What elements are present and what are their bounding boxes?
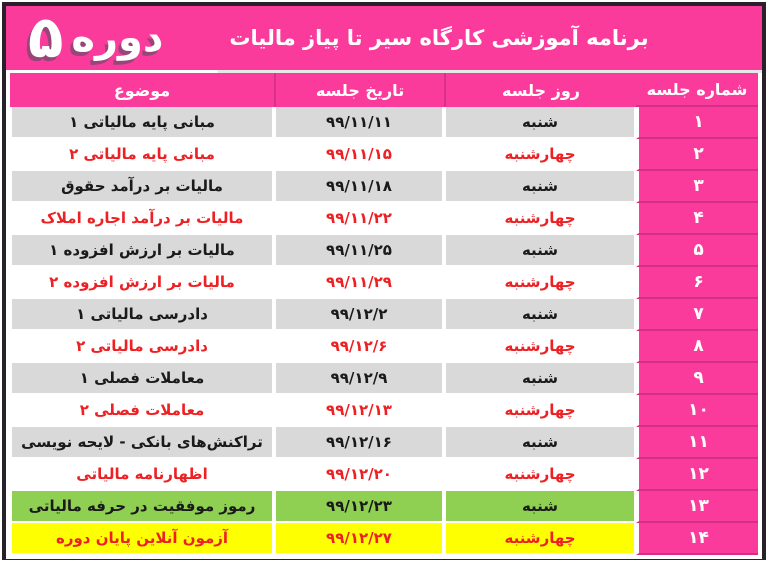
- session-number-cell: ۹: [636, 363, 758, 395]
- session-date-cell: ۹۹/۱۱/۲۵: [274, 235, 444, 267]
- session-date-cell: ۹۹/۱۲/۶: [274, 331, 444, 363]
- session-subject-cell: آزمون آنلاین پایان دوره: [10, 523, 274, 555]
- session-day-cell: شنبه: [444, 427, 636, 459]
- session-day-cell: شنبه: [444, 107, 636, 139]
- session-subject-cell: مالیات بر ارزش افزوده ۲: [10, 267, 274, 299]
- session-date-cell: ۹۹/۱۲/۲: [274, 299, 444, 331]
- session-number-cell: ۱۰: [636, 395, 758, 427]
- header-session-date: تاریخ جلسه: [274, 73, 444, 107]
- session-subject-cell: رموز موفقیت در حرفه مالیاتی: [10, 491, 274, 523]
- session-number-cell: ۱: [636, 107, 758, 139]
- session-number-cell: ۲: [636, 139, 758, 171]
- session-date-cell: ۹۹/۱۱/۱۸: [274, 171, 444, 203]
- session-subject-cell: دادرسی مالیاتی ۲: [10, 331, 274, 363]
- session-date-cell: ۹۹/۱۲/۲۳: [274, 491, 444, 523]
- session-subject-cell: مبانی پایه مالیاتی ۲: [10, 139, 274, 171]
- session-date-cell: ۹۹/۱۲/۱۶: [274, 427, 444, 459]
- session-subject-cell: اظهارنامه مالیاتی: [10, 459, 274, 491]
- program-title: برنامه آموزشی کارگاه سیر تا پیاز مالیات: [229, 26, 649, 50]
- session-date-cell: ۹۹/۱۲/۲۷: [274, 523, 444, 555]
- header-session-subject: موضوع: [10, 73, 274, 107]
- session-subject-cell: معاملات فصلی ۲: [10, 395, 274, 427]
- session-date-cell: ۹۹/۱۲/۹: [274, 363, 444, 395]
- session-subject-cell: مالیات بر ارزش افزوده ۱: [10, 235, 274, 267]
- session-day-cell: چهارشنبه: [444, 331, 636, 363]
- session-date-cell: ۹۹/۱۲/۱۳: [274, 395, 444, 427]
- session-number-cell: ۸: [636, 331, 758, 363]
- header-session-day: روز جلسه: [444, 73, 636, 107]
- session-date-cell: ۹۹/۱۱/۱۱: [274, 107, 444, 139]
- session-day-cell: چهارشنبه: [444, 139, 636, 171]
- course-banner: دوره ۵ برنامه آموزشی کارگاه سیر تا پیاز …: [6, 6, 762, 70]
- session-number-cell: ۶: [636, 267, 758, 299]
- session-subject-cell: مبانی پایه مالیاتی ۱: [10, 107, 274, 139]
- session-number-cell: ۵: [636, 235, 758, 267]
- course-badge-word: دوره: [71, 15, 164, 61]
- session-day-cell: چهارشنبه: [444, 267, 636, 299]
- session-number-cell: ۱۴: [636, 523, 758, 555]
- course-badge: دوره ۵: [28, 6, 163, 70]
- session-number-cell: ۱۲: [636, 459, 758, 491]
- session-subject-cell: مالیات بر درآمد اجاره املاک: [10, 203, 274, 235]
- session-number-cell: ۱۳: [636, 491, 758, 523]
- session-number-cell: ۴: [636, 203, 758, 235]
- session-day-cell: شنبه: [444, 235, 636, 267]
- session-day-cell: چهارشنبه: [444, 523, 636, 555]
- session-subject-cell: معاملات فصلی ۱: [10, 363, 274, 395]
- session-subject-cell: دادرسی مالیاتی ۱: [10, 299, 274, 331]
- banner-separator: [6, 70, 762, 73]
- session-date-cell: ۹۹/۱۲/۲۰: [274, 459, 444, 491]
- header-session-number: شماره جلسه: [636, 73, 758, 107]
- session-day-cell: شنبه: [444, 491, 636, 523]
- session-number-cell: ۳: [636, 171, 758, 203]
- session-subject-cell: مالیات بر درآمد حقوق: [10, 171, 274, 203]
- session-number-cell: ۱۱: [636, 427, 758, 459]
- session-day-cell: چهارشنبه: [444, 395, 636, 427]
- schedule-table: شماره جلسه روز جلسه تاریخ جلسه موضوع ۱ شن…: [6, 73, 762, 559]
- session-day-cell: شنبه: [444, 363, 636, 395]
- session-day-cell: شنبه: [444, 171, 636, 203]
- session-day-cell: چهارشنبه: [444, 459, 636, 491]
- session-date-cell: ۹۹/۱۱/۲۹: [274, 267, 444, 299]
- course-badge-number: ۵: [28, 3, 64, 72]
- session-subject-cell: تراکنش‌های بانکی - لایحه نویسی: [10, 427, 274, 459]
- session-day-cell: چهارشنبه: [444, 203, 636, 235]
- session-number-cell: ۷: [636, 299, 758, 331]
- session-date-cell: ۹۹/۱۱/۱۵: [274, 139, 444, 171]
- session-date-cell: ۹۹/۱۱/۲۲: [274, 203, 444, 235]
- session-day-cell: شنبه: [444, 299, 636, 331]
